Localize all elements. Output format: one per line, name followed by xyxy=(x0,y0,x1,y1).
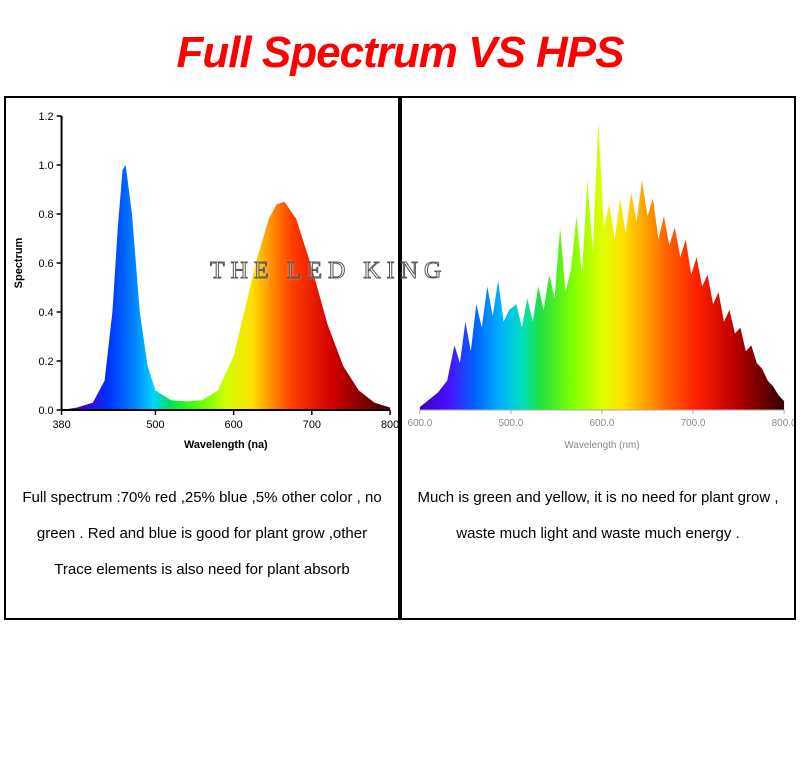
right-caption: Much is green and yellow, it is no need … xyxy=(402,458,794,582)
panels-row: 0.0 0.2 0.4 0.6 0.8 1.0 1.2 380 500 600 700 800 Wave… xyxy=(0,96,800,620)
svg-text:800: 800 xyxy=(381,419,398,431)
svg-text:380: 380 xyxy=(52,419,70,431)
svg-text:0.2: 0.2 xyxy=(38,356,53,368)
left-caption: Full spectrum :70% red ,25% blue ,5% oth… xyxy=(6,458,398,618)
svg-text:800.0: 800.0 xyxy=(772,418,794,429)
svg-text:0.0: 0.0 xyxy=(38,405,53,417)
svg-text:1.0: 1.0 xyxy=(38,160,53,172)
svg-text:500.0: 500.0 xyxy=(499,418,524,429)
svg-text:500: 500 xyxy=(146,419,164,431)
svg-text:0.4: 0.4 xyxy=(38,307,53,319)
svg-text:1.2: 1.2 xyxy=(38,111,53,123)
left-chart: 0.0 0.2 0.4 0.6 0.8 1.0 1.2 380 500 600 700 800 Wave… xyxy=(6,98,398,458)
svg-text:600.0: 600.0 xyxy=(590,418,615,429)
svg-text:700: 700 xyxy=(303,419,321,431)
svg-text:0.6: 0.6 xyxy=(38,258,53,270)
svg-text:Spectrum: Spectrum xyxy=(13,237,25,288)
right-panel: 600.0 500.0 600.0 700.0 800.0 Wavelength (nm)… xyxy=(400,96,796,620)
svg-text:600: 600 xyxy=(225,419,243,431)
left-panel: 0.0 0.2 0.4 0.6 0.8 1.0 1.2 380 500 600 700 800 Wave… xyxy=(4,96,400,620)
svg-text:700.0: 700.0 xyxy=(681,418,706,429)
svg-text:600.0: 600.0 xyxy=(407,418,432,429)
right-chart: 600.0 500.0 600.0 700.0 800.0 Wavelength (nm) xyxy=(402,98,794,458)
svg-text:Wavelength (na): Wavelength (na) xyxy=(184,439,268,451)
svg-text:0.8: 0.8 xyxy=(38,209,53,221)
svg-text:Wavelength (nm): Wavelength (nm) xyxy=(564,440,639,451)
main-title: Full Spectrum VS HPS xyxy=(0,0,800,96)
